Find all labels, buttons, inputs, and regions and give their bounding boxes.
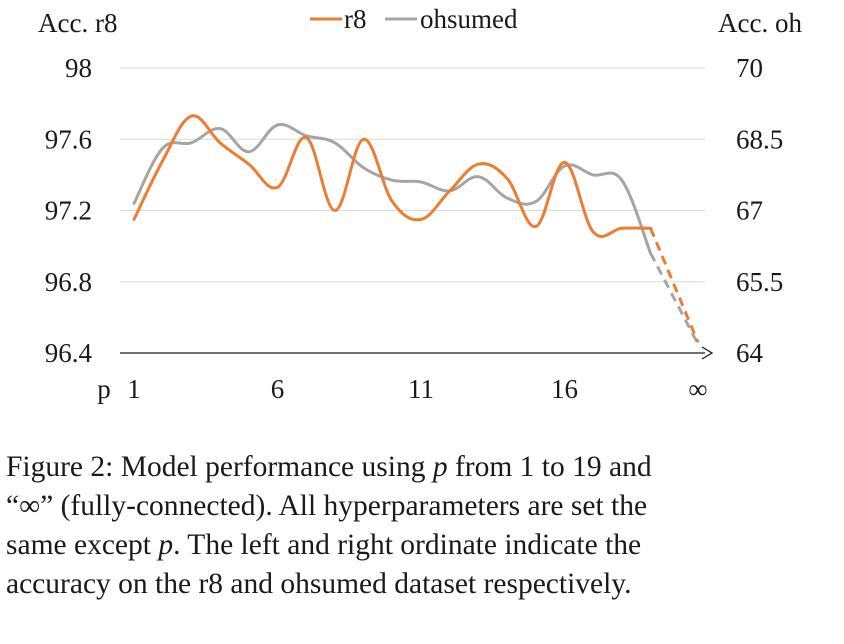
left-tick-label: 98	[65, 53, 92, 83]
line-chart: Acc. r8 Acc. oh p 98 97.6 97.2 96.8 96.4 70 6…	[38, 4, 802, 404]
x-axis-arrow-icon	[701, 346, 714, 360]
caption-line: same except p. The left and right ordina…	[6, 529, 642, 561]
left-tick-label: 97.6	[45, 124, 92, 154]
x-tick-label: 1	[127, 374, 141, 404]
legend: r8 ohsumed	[310, 4, 518, 34]
right-tick-label: 64	[736, 338, 764, 368]
right-tick-label: 65.5	[736, 267, 783, 297]
caption-line: “∞” (fully-connected). All hyperparamete…	[6, 490, 648, 522]
series-line-ohsumed	[132, 123, 653, 255]
legend-label-ohsumed: ohsumed	[420, 4, 518, 34]
left-tick-label: 97.2	[45, 196, 92, 226]
caption-line: accuracy on the r8 and ohsumed dataset r…	[6, 568, 632, 600]
caption-italic: p	[432, 451, 448, 483]
x-tick-label: ∞	[688, 374, 707, 404]
caption-line: Figure 2: Model performance using p from…	[6, 451, 652, 483]
series-line-r8	[132, 114, 653, 238]
x-tick-label: 16	[551, 374, 578, 404]
x-axis	[120, 346, 714, 360]
caption-italic: p	[158, 529, 174, 561]
x-axis-ticks: 1 6 11 16 ∞	[127, 374, 707, 404]
series-dashed-ohsumed	[649, 252, 700, 345]
right-tick-label: 68.5	[736, 124, 783, 154]
x-tick-label: 11	[408, 374, 434, 404]
left-axis-ticks: 98 97.6 97.2 96.8 96.4	[45, 53, 93, 368]
figure-caption: Figure 2: Model performance using p from…	[6, 448, 838, 604]
left-tick-label: 96.8	[45, 267, 92, 297]
left-tick-label: 96.4	[45, 338, 93, 368]
right-axis-ticks: 70 68.5 67 65.5 64	[736, 53, 783, 368]
legend-label-r8: r8	[344, 4, 367, 34]
x-tick-label: 6	[271, 374, 285, 404]
right-axis-title: Acc. oh	[718, 8, 802, 38]
series-dashed-r8	[649, 227, 700, 343]
left-axis-title: Acc. r8	[38, 8, 117, 38]
series-group	[132, 114, 700, 345]
right-tick-label: 67	[736, 196, 763, 226]
x-axis-prefix: p	[97, 374, 111, 404]
right-tick-label: 70	[736, 53, 763, 83]
